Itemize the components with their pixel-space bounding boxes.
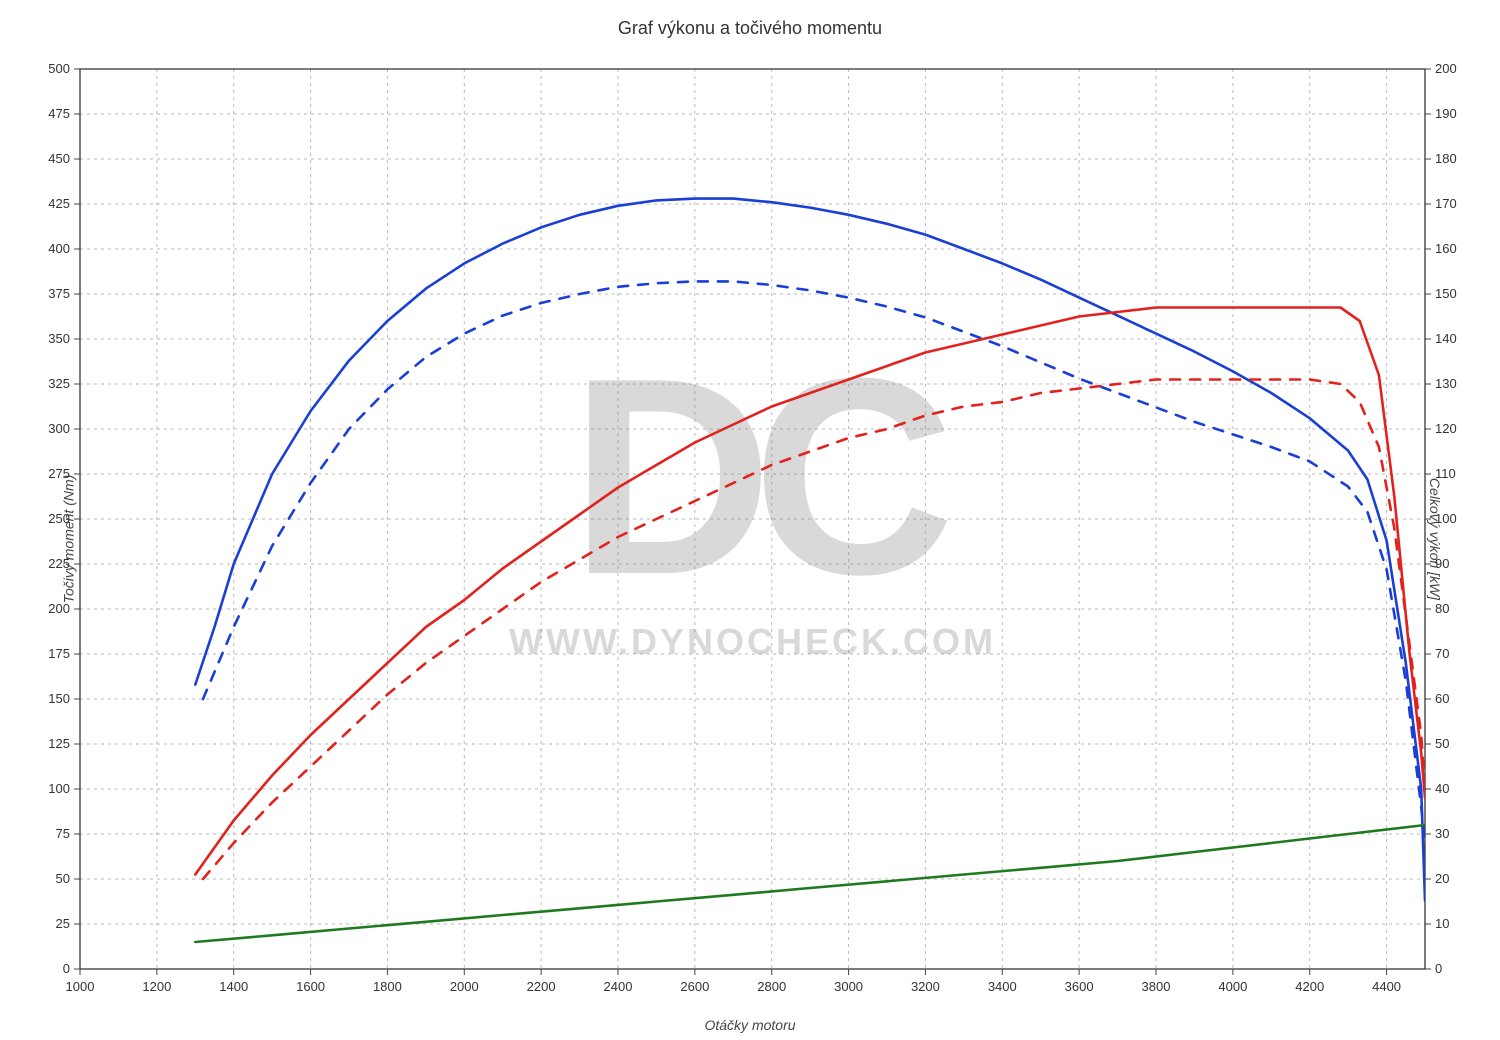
svg-text:100: 100 [48, 781, 70, 796]
svg-text:300: 300 [48, 421, 70, 436]
svg-text:3600: 3600 [1065, 979, 1094, 994]
svg-text:10: 10 [1435, 916, 1449, 931]
svg-text:30: 30 [1435, 826, 1449, 841]
svg-text:20: 20 [1435, 871, 1449, 886]
svg-text:1000: 1000 [66, 979, 95, 994]
svg-text:2800: 2800 [757, 979, 786, 994]
svg-text:4400: 4400 [1372, 979, 1401, 994]
dyno-chart: DCWWW.DYNOCHECK.COM100012001400160018002… [0, 39, 1500, 1039]
svg-text:180: 180 [1435, 151, 1457, 166]
svg-text:130: 130 [1435, 376, 1457, 391]
svg-text:375: 375 [48, 286, 70, 301]
svg-text:2600: 2600 [680, 979, 709, 994]
svg-text:3400: 3400 [988, 979, 1017, 994]
svg-text:450: 450 [48, 151, 70, 166]
svg-text:425: 425 [48, 196, 70, 211]
svg-text:3800: 3800 [1142, 979, 1171, 994]
svg-text:200: 200 [1435, 61, 1457, 76]
svg-text:50: 50 [56, 871, 70, 886]
svg-text:1400: 1400 [219, 979, 248, 994]
svg-text:80: 80 [1435, 601, 1449, 616]
svg-text:190: 190 [1435, 106, 1457, 121]
svg-text:4000: 4000 [1218, 979, 1247, 994]
svg-text:500: 500 [48, 61, 70, 76]
svg-text:25: 25 [56, 916, 70, 931]
svg-text:120: 120 [1435, 421, 1457, 436]
svg-text:2200: 2200 [527, 979, 556, 994]
svg-text:0: 0 [63, 961, 70, 976]
svg-text:0: 0 [1435, 961, 1442, 976]
svg-text:3000: 3000 [834, 979, 863, 994]
svg-text:60: 60 [1435, 691, 1449, 706]
svg-text:DC: DC [570, 321, 949, 633]
svg-text:350: 350 [48, 331, 70, 346]
svg-text:2400: 2400 [604, 979, 633, 994]
chart-title: Graf výkonu a točivého momentu [0, 0, 1500, 39]
svg-text:150: 150 [48, 691, 70, 706]
svg-text:4200: 4200 [1295, 979, 1324, 994]
svg-text:70: 70 [1435, 646, 1449, 661]
svg-text:75: 75 [56, 826, 70, 841]
svg-text:160: 160 [1435, 241, 1457, 256]
chart-container: Točivý moment (Nm) Celkový výkon [kW] Ot… [0, 39, 1500, 1039]
svg-text:140: 140 [1435, 331, 1457, 346]
svg-text:3200: 3200 [911, 979, 940, 994]
svg-text:400: 400 [48, 241, 70, 256]
svg-text:150: 150 [1435, 286, 1457, 301]
svg-text:1600: 1600 [296, 979, 325, 994]
svg-text:40: 40 [1435, 781, 1449, 796]
svg-text:WWW.DYNOCHECK.COM: WWW.DYNOCHECK.COM [509, 621, 996, 662]
y-right-axis-label: Celkový výkon [kW] [1427, 478, 1443, 600]
svg-text:1800: 1800 [373, 979, 402, 994]
svg-text:2000: 2000 [450, 979, 479, 994]
svg-text:50: 50 [1435, 736, 1449, 751]
svg-text:325: 325 [48, 376, 70, 391]
y-left-axis-label: Točivý moment (Nm) [60, 475, 76, 604]
x-axis-label: Otáčky motoru [704, 1017, 795, 1033]
svg-text:170: 170 [1435, 196, 1457, 211]
svg-text:1200: 1200 [142, 979, 171, 994]
svg-text:475: 475 [48, 106, 70, 121]
svg-text:175: 175 [48, 646, 70, 661]
svg-text:125: 125 [48, 736, 70, 751]
